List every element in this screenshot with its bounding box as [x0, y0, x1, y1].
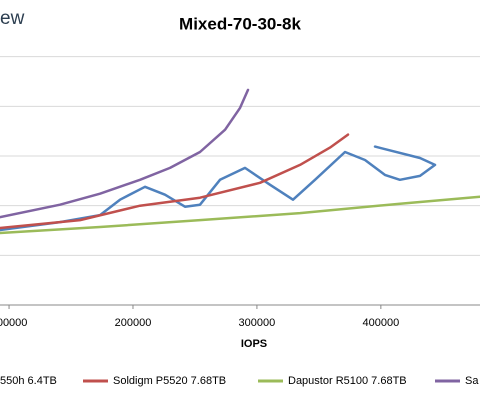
series-line — [0, 195, 480, 235]
legend-label: Dapustor R5100 7.68TB — [288, 375, 407, 387]
chart-title: Mixed-70-30-8k — [179, 14, 301, 33]
x-axis-title: IOPS — [241, 338, 267, 350]
x-tick-label: 200000 — [115, 317, 152, 329]
x-tick-label: 100000 — [0, 317, 27, 329]
legend-label: 550h 6.4TB — [0, 375, 57, 387]
series-line — [0, 145, 437, 232]
legend-label: Soldigm P5520 7.68TB — [113, 375, 226, 387]
x-tick-label: 300000 — [239, 317, 276, 329]
logo: ew — [0, 8, 25, 29]
legend-label: Sa — [465, 375, 479, 387]
series-line — [0, 133, 350, 230]
series-line — [0, 88, 250, 219]
x-tick-label: 400000 — [362, 317, 399, 329]
